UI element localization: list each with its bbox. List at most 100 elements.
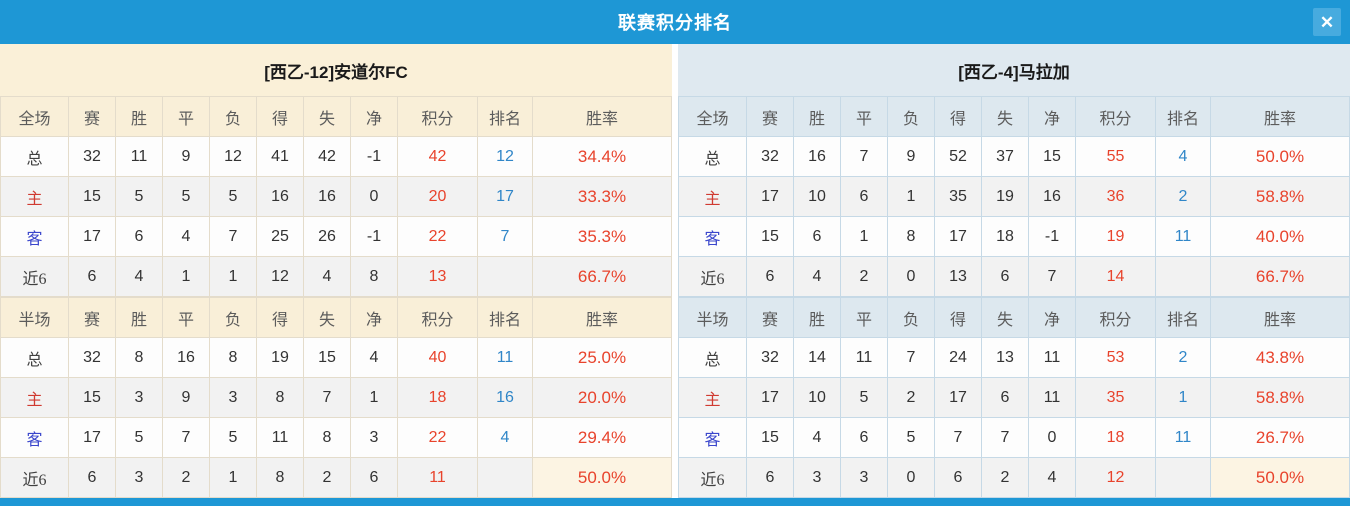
stat-cell: 5 <box>162 176 210 217</box>
stat-cell: 17 <box>934 377 982 418</box>
points-cell: 13 <box>397 256 478 297</box>
stat-cell: 6 <box>840 417 888 458</box>
column-header: 负 <box>887 96 935 137</box>
stat-cell: 1 <box>840 216 888 257</box>
table-row: 主 17 10 5 2 17 6 11 35 1 58.8% <box>678 377 1350 418</box>
stat-cell: 4 <box>350 337 398 378</box>
stat-cell: 15 <box>746 216 794 257</box>
column-header: 得 <box>256 297 304 338</box>
half-stats-table: 半场赛胜平负得失净积分 排名 胜率 总 32 14 11 7 24 13 11 53 2 43.8% 主 1… <box>678 297 1350 498</box>
row-label: 主 <box>0 176 69 217</box>
winrate-cell: 50.0% <box>532 457 672 498</box>
column-header: 失 <box>981 96 1029 137</box>
stat-cell: 4 <box>162 216 210 257</box>
team-panel: [西乙-12]安道尔FC 全场赛胜平负得失净积分 排名 胜率 总 32 11 9 12 41 4… <box>0 44 672 498</box>
stat-cell: 25 <box>256 216 304 257</box>
stat-cell: 2 <box>887 377 935 418</box>
bottom-bar <box>0 498 1350 506</box>
rank-cell: 11 <box>1155 417 1211 458</box>
row-label: 近6 <box>0 256 69 297</box>
column-header: 负 <box>209 297 257 338</box>
winrate-cell: 50.0% <box>1210 136 1350 177</box>
stat-cell: 8 <box>887 216 935 257</box>
row-label: 主 <box>678 176 747 217</box>
column-header: 胜率 <box>1210 297 1350 338</box>
points-cell: 18 <box>1075 417 1156 458</box>
table-row: 总 32 16 7 9 52 37 15 55 4 50.0% <box>678 136 1350 177</box>
team-panel: [西乙-4]马拉加 全场赛胜平负得失净积分 排名 胜率 总 32 16 7 9 52 37 15 5… <box>678 44 1350 498</box>
stat-cell: 1 <box>162 256 210 297</box>
team-name: [西乙-4]马拉加 <box>958 62 1070 82</box>
stat-cell: 16 <box>1028 176 1076 217</box>
stat-cell: 7 <box>1028 256 1076 297</box>
table-row: 主 15 3 9 3 8 7 1 18 16 20.0% <box>0 377 672 418</box>
row-label: 总 <box>678 337 747 378</box>
points-cell: 35 <box>1075 377 1156 418</box>
table-row: 近6 6 3 2 1 8 2 6 11 50.0% <box>0 457 672 498</box>
table-row: 总 32 11 9 12 41 42 -1 42 12 34.4% <box>0 136 672 177</box>
stat-cell: 14 <box>793 337 841 378</box>
rank-cell: 11 <box>1155 216 1211 257</box>
stat-cell: 2 <box>840 256 888 297</box>
table-row: 近6 6 4 2 0 13 6 7 14 66.7% <box>678 256 1350 297</box>
stat-cell: 6 <box>115 216 163 257</box>
stat-cell: 0 <box>887 457 935 498</box>
stat-cell: 11 <box>1028 377 1076 418</box>
column-header: 排名 <box>477 96 533 137</box>
table-row: 总 32 8 16 8 19 15 4 40 11 25.0% <box>0 337 672 378</box>
stat-cell: 17 <box>68 417 116 458</box>
points-cell: 19 <box>1075 216 1156 257</box>
column-header: 胜率 <box>532 96 672 137</box>
row-label: 近6 <box>0 457 69 498</box>
winrate-cell: 33.3% <box>532 176 672 217</box>
points-cell: 55 <box>1075 136 1156 177</box>
stat-cell: 1 <box>887 176 935 217</box>
stat-cell: 7 <box>303 377 351 418</box>
points-cell: 11 <box>397 457 478 498</box>
winrate-cell: 26.7% <box>1210 417 1350 458</box>
stat-cell: -1 <box>1028 216 1076 257</box>
stat-cell: 17 <box>934 216 982 257</box>
column-header: 排名 <box>477 297 533 338</box>
stat-cell: 6 <box>934 457 982 498</box>
column-header: 得 <box>934 96 982 137</box>
stat-cell: 11 <box>256 417 304 458</box>
row-label: 近6 <box>678 457 747 498</box>
stat-cell: 6 <box>981 377 1029 418</box>
rank-cell <box>1155 256 1211 297</box>
column-header: 失 <box>981 297 1029 338</box>
stat-cell: 4 <box>1028 457 1076 498</box>
stat-cell: 7 <box>981 417 1029 458</box>
stat-cell: 17 <box>746 377 794 418</box>
stat-cell: 5 <box>209 176 257 217</box>
close-button[interactable]: ✕ <box>1313 8 1341 36</box>
stat-cell: 8 <box>256 457 304 498</box>
half-stats-table: 半场赛胜平负得失净积分 排名 胜率 总 32 8 16 8 19 15 4 40 11 25.0% 主 15… <box>0 297 672 498</box>
stat-cell: 8 <box>209 337 257 378</box>
row-label: 客 <box>678 216 747 257</box>
close-icon: ✕ <box>1319 12 1335 32</box>
winrate-cell: 50.0% <box>1210 457 1350 498</box>
stat-cell: 32 <box>746 136 794 177</box>
stat-cell: 15 <box>68 377 116 418</box>
header-row: 半场赛胜平负得失净积分 排名 胜率 <box>0 297 672 338</box>
stat-cell: 4 <box>793 256 841 297</box>
stat-cell: 19 <box>981 176 1029 217</box>
stat-cell: 32 <box>746 337 794 378</box>
table-row: 主 15 5 5 5 16 16 0 20 17 33.3% <box>0 176 672 217</box>
rank-cell: 1 <box>1155 377 1211 418</box>
stat-cell: 5 <box>209 417 257 458</box>
column-header: 排名 <box>1155 96 1211 137</box>
stat-cell: 17 <box>68 216 116 257</box>
table-row: 客 15 6 1 8 17 18 -1 19 11 40.0% <box>678 216 1350 257</box>
stat-cell: 9 <box>162 136 210 177</box>
stat-cell: 8 <box>303 417 351 458</box>
column-header: 全场 <box>0 96 69 137</box>
points-cell: 53 <box>1075 337 1156 378</box>
stat-cell: 26 <box>303 216 351 257</box>
stat-cell: 9 <box>887 136 935 177</box>
stat-cell: 7 <box>934 417 982 458</box>
points-cell: 22 <box>397 417 478 458</box>
rank-cell <box>1155 457 1211 498</box>
stat-cell: 2 <box>303 457 351 498</box>
